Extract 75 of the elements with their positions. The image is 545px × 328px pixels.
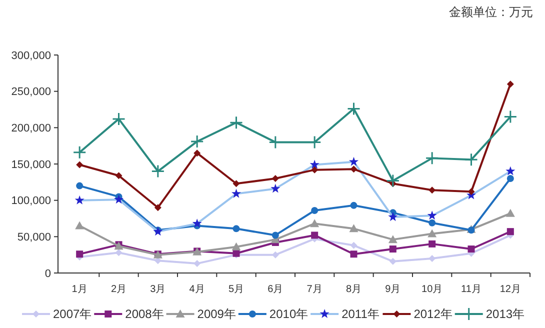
point	[349, 224, 358, 232]
y-tick-label: 50,000	[17, 232, 51, 244]
point	[194, 150, 201, 157]
point	[75, 221, 84, 230]
point	[468, 188, 475, 196]
point	[389, 258, 396, 265]
x-tick-label: 11月	[461, 284, 482, 295]
point	[310, 219, 320, 228]
point	[76, 250, 84, 258]
legend-label: 2009年	[197, 307, 236, 322]
y-tick-label: 150,000	[11, 158, 51, 171]
x-tick-label: 7月	[306, 284, 322, 295]
point	[386, 174, 400, 188]
point	[272, 175, 279, 182]
point	[72, 146, 86, 160]
point	[347, 102, 360, 116]
point	[76, 182, 84, 190]
point	[350, 202, 358, 209]
y-tick-label: 0	[44, 268, 51, 280]
point	[311, 207, 318, 214]
x-tick-label: 6月	[268, 284, 284, 295]
point	[428, 219, 436, 226]
point	[76, 161, 84, 168]
point	[468, 246, 475, 253]
text: 金额单位：万元	[449, 5, 533, 19]
legend-label: 2012年	[414, 307, 452, 322]
point	[464, 152, 478, 166]
point	[232, 225, 240, 232]
point	[112, 112, 126, 126]
y-tick-label: 200,000	[11, 122, 51, 135]
point	[311, 166, 318, 174]
point	[350, 166, 358, 173]
point	[350, 250, 358, 258]
point	[350, 242, 358, 249]
point	[428, 254, 436, 262]
y-tick-label: 250,000	[11, 86, 51, 98]
x-tick-label: 10月	[422, 284, 443, 295]
legend-label: 2008年	[125, 307, 164, 322]
point	[428, 229, 437, 238]
legend-label: 2010年	[269, 307, 308, 322]
point	[428, 240, 436, 248]
x-tick-label: 2月	[110, 284, 127, 295]
point	[506, 175, 514, 182]
point	[506, 80, 514, 88]
x-tick-label: 5月	[228, 284, 244, 295]
y-tick-label: 100,000	[11, 195, 51, 208]
point	[504, 110, 518, 124]
point	[425, 151, 439, 165]
point	[154, 204, 162, 212]
point	[151, 164, 165, 178]
x-tick-label: 4月	[189, 284, 205, 295]
point	[115, 249, 122, 256]
point	[506, 228, 514, 236]
point	[506, 208, 515, 217]
point	[389, 246, 396, 253]
point	[232, 180, 240, 188]
x-tick-label: 9月	[385, 284, 401, 295]
x-tick-label: 8月	[346, 284, 362, 295]
point	[232, 242, 241, 250]
legend-label: 2013年	[486, 307, 525, 322]
point	[428, 186, 436, 194]
point	[190, 134, 204, 148]
legend-label: 2007年	[53, 307, 92, 322]
point	[194, 260, 201, 268]
point	[115, 172, 122, 180]
point	[154, 257, 162, 264]
legend-label: 2011年	[342, 307, 380, 322]
x-tick-label: 3月	[150, 284, 166, 295]
y-tick-label: 300,000	[11, 50, 51, 62]
point	[388, 235, 398, 244]
point	[230, 116, 243, 130]
x-tick-label: 1月	[72, 284, 88, 295]
point	[272, 232, 279, 239]
x-tick-label: 12月	[500, 284, 521, 295]
point	[311, 232, 318, 239]
